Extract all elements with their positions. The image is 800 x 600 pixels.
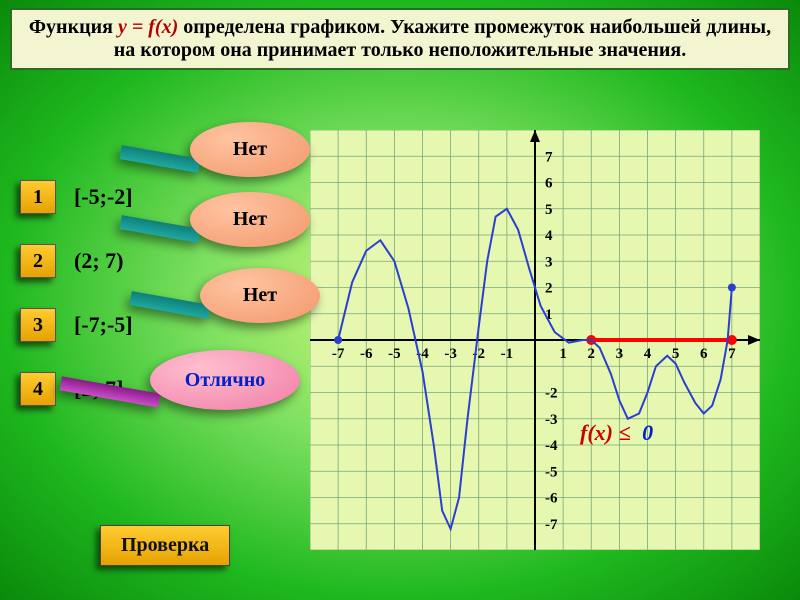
callout-text: Отлично	[185, 369, 265, 392]
callout-2: Нет	[190, 192, 310, 247]
callout-text: Нет	[233, 138, 267, 161]
callout-text: Нет	[233, 208, 267, 231]
check-label: Проверка	[121, 534, 209, 556]
svg-text:5: 5	[672, 346, 680, 362]
chart-svg: -7-6-5-4-3-2-11234567-7-6-5-4-3-21234567	[310, 130, 760, 550]
answer-1-button[interactable]: 1	[20, 180, 56, 214]
svg-text:3: 3	[616, 346, 624, 362]
callout-3: Нет	[200, 268, 320, 323]
answer-1-label: [-5;-2]	[74, 184, 133, 210]
annotation-fx-le-0: f(x) ≤ 0	[580, 420, 653, 446]
answer-row: 1 [-5;-2]	[20, 180, 133, 214]
svg-text:-3: -3	[444, 346, 457, 362]
header-fx: y = f(x)	[118, 16, 178, 38]
annot-zero: 0	[642, 420, 653, 445]
chart-area: -7-6-5-4-3-2-11234567-7-6-5-4-3-21234567	[310, 130, 760, 550]
callout-4: Отлично	[150, 350, 300, 410]
answer-row: 2 (2; 7)	[20, 244, 133, 278]
svg-text:-2: -2	[545, 386, 558, 402]
answer-number: 2	[33, 250, 43, 273]
svg-text:7: 7	[728, 346, 736, 362]
question-header: Функция y = f(x) определена графиком. Ук…	[10, 8, 790, 70]
answer-number: 3	[33, 314, 43, 337]
answer-4-button[interactable]: 4	[20, 372, 56, 406]
svg-text:5: 5	[545, 202, 553, 218]
header-post: определена графиком. Укажите промежуток …	[114, 16, 771, 61]
svg-text:1: 1	[559, 346, 567, 362]
annot-op: ≤	[618, 420, 630, 445]
answer-2-button[interactable]: 2	[20, 244, 56, 278]
answer-3-label: [-7;-5]	[74, 312, 133, 338]
svg-text:3: 3	[545, 254, 553, 270]
svg-text:2: 2	[588, 346, 596, 362]
callout-bubble: Нет	[190, 122, 310, 177]
svg-text:-6: -6	[545, 491, 558, 507]
svg-text:-7: -7	[545, 517, 558, 533]
callout-1: Нет	[190, 122, 310, 177]
svg-text:-5: -5	[545, 464, 558, 480]
svg-text:6: 6	[545, 176, 553, 192]
svg-text:-5: -5	[388, 346, 401, 362]
callout-bubble: Нет	[200, 268, 320, 323]
svg-text:-1: -1	[501, 346, 514, 362]
svg-text:4: 4	[545, 228, 553, 244]
callout-bubble: Нет	[190, 192, 310, 247]
svg-text:-3: -3	[545, 412, 558, 428]
answer-number: 4	[33, 378, 43, 401]
svg-text:4: 4	[644, 346, 652, 362]
check-button[interactable]: Проверка	[100, 525, 230, 566]
answer-number: 1	[33, 186, 43, 209]
header-pre: Функция	[29, 16, 118, 38]
answer-2-label: (2; 7)	[74, 248, 123, 274]
svg-text:-6: -6	[360, 346, 373, 362]
svg-text:2: 2	[545, 281, 553, 297]
svg-text:7: 7	[545, 149, 553, 165]
svg-text:-4: -4	[545, 438, 558, 454]
svg-text:-7: -7	[332, 346, 345, 362]
callout-bubble: Отлично	[150, 350, 300, 410]
annot-fx: f(x)	[580, 420, 613, 445]
answer-row: 3 [-7;-5]	[20, 308, 133, 342]
callout-text: Нет	[243, 284, 277, 307]
svg-text:6: 6	[700, 346, 708, 362]
answer-3-button[interactable]: 3	[20, 308, 56, 342]
